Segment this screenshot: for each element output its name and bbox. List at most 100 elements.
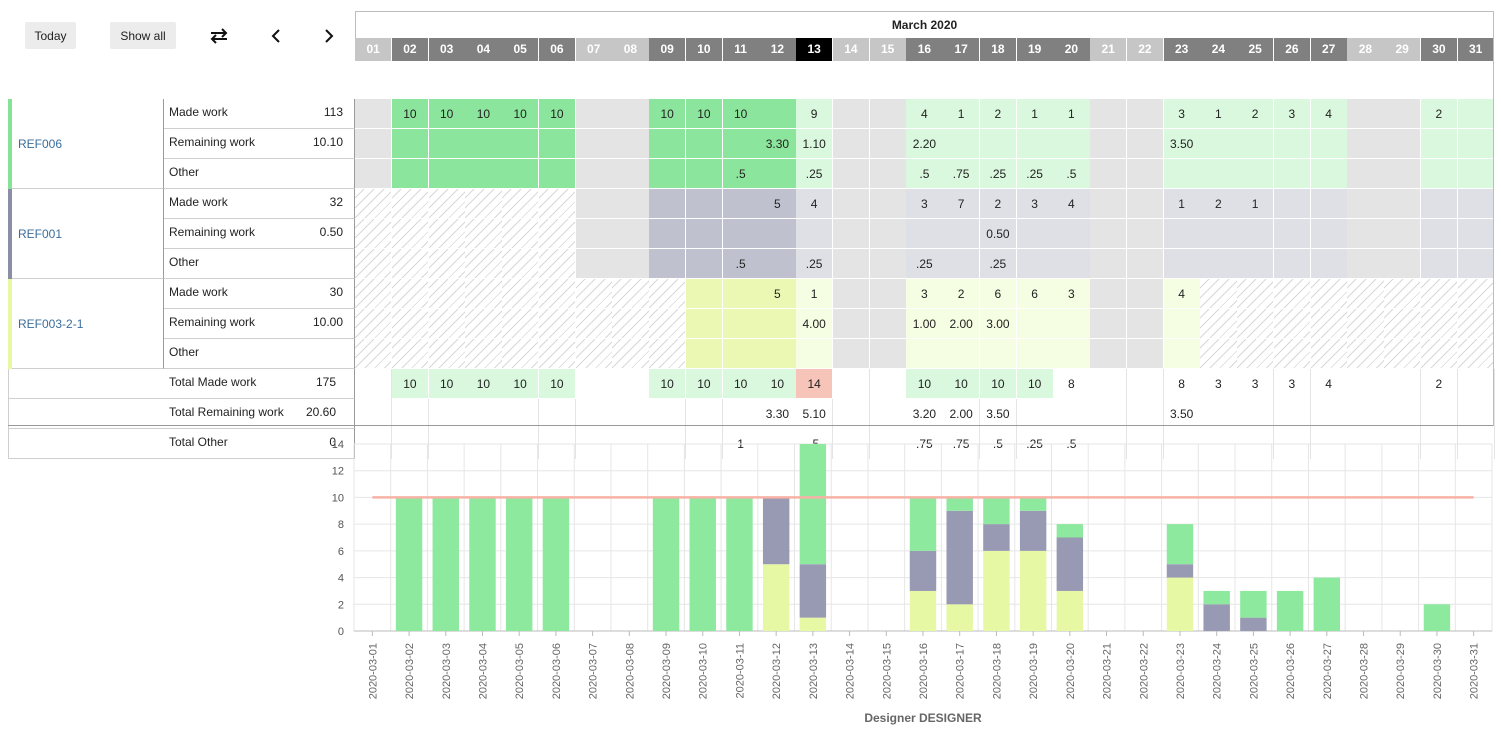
grid-cell[interactable]: .25: [979, 249, 1017, 279]
grid-cell[interactable]: [1384, 159, 1422, 189]
grid-cell[interactable]: 1.00: [906, 309, 944, 339]
grid-cell[interactable]: [1237, 249, 1275, 279]
grid-cell[interactable]: [759, 249, 797, 279]
grid-cell[interactable]: [355, 159, 393, 189]
grid-cell[interactable]: [355, 129, 393, 159]
grid-cell[interactable]: [465, 309, 503, 339]
day-header-02[interactable]: 02: [391, 38, 429, 61]
grid-cell[interactable]: [1273, 129, 1311, 159]
grid-cell[interactable]: [428, 339, 466, 369]
grid-cell[interactable]: [1457, 339, 1495, 369]
grid-cell[interactable]: [685, 309, 723, 339]
grid-cell[interactable]: [1053, 249, 1091, 279]
grid-cell[interactable]: [1384, 249, 1422, 279]
grid-cell[interactable]: [355, 99, 393, 129]
grid-cell[interactable]: 10: [428, 99, 466, 129]
day-header-05[interactable]: 05: [502, 38, 540, 61]
grid-cell[interactable]: 4: [906, 99, 944, 129]
grid-cell[interactable]: [575, 219, 613, 249]
grid-cell[interactable]: [1053, 129, 1091, 159]
grid-cell[interactable]: [502, 249, 540, 279]
grid-cell[interactable]: [1384, 219, 1422, 249]
grid-cell[interactable]: [1053, 339, 1091, 369]
grid-cell[interactable]: [465, 249, 503, 279]
grid-cell[interactable]: [1090, 279, 1128, 309]
grid-cell[interactable]: [1420, 219, 1458, 249]
grid-cell[interactable]: [1457, 189, 1495, 219]
grid-cell[interactable]: [1310, 159, 1348, 189]
grid-cell[interactable]: [869, 99, 907, 129]
grid-cell[interactable]: .25: [796, 159, 834, 189]
grid-cell[interactable]: [391, 309, 429, 339]
grid-cell[interactable]: [722, 279, 760, 309]
day-header-10[interactable]: 10: [685, 38, 723, 61]
grid-cell[interactable]: [1163, 339, 1201, 369]
grid-cell[interactable]: [685, 339, 723, 369]
grid-cell[interactable]: [502, 159, 540, 189]
grid-cell[interactable]: 5: [759, 279, 797, 309]
grid-cell[interactable]: 1.10: [796, 129, 834, 159]
grid-cell[interactable]: 7: [943, 189, 981, 219]
day-header-28[interactable]: 28: [1347, 38, 1385, 61]
day-header-26[interactable]: 26: [1273, 38, 1311, 61]
grid-cell[interactable]: [1384, 339, 1422, 369]
day-header-11[interactable]: 11: [722, 38, 760, 61]
grid-cell[interactable]: [869, 249, 907, 279]
grid-cell[interactable]: [1016, 339, 1054, 369]
grid-cell[interactable]: [1090, 189, 1128, 219]
grid-cell[interactable]: [722, 189, 760, 219]
grid-cell[interactable]: [649, 129, 687, 159]
grid-cell[interactable]: [1347, 309, 1385, 339]
grid-cell[interactable]: [391, 219, 429, 249]
grid-cell[interactable]: [1126, 189, 1164, 219]
grid-cell[interactable]: [1420, 309, 1458, 339]
grid-cell[interactable]: [1126, 309, 1164, 339]
grid-cell[interactable]: [1126, 249, 1164, 279]
grid-cell[interactable]: [685, 219, 723, 249]
grid-cell[interactable]: [869, 219, 907, 249]
grid-cell[interactable]: 2: [1237, 99, 1275, 129]
grid-cell[interactable]: 4: [796, 189, 834, 219]
grid-cell[interactable]: 4: [1310, 99, 1348, 129]
grid-cell[interactable]: [1053, 309, 1091, 339]
grid-cell[interactable]: [428, 219, 466, 249]
day-header-03[interactable]: 03: [428, 38, 466, 61]
grid-cell[interactable]: [649, 219, 687, 249]
grid-cell[interactable]: 3: [1016, 189, 1054, 219]
grid-cell[interactable]: [538, 189, 576, 219]
grid-cell[interactable]: [1200, 309, 1238, 339]
grid-cell[interactable]: 3.50: [1163, 129, 1201, 159]
grid-cell[interactable]: [1237, 219, 1275, 249]
grid-cell[interactable]: 2: [979, 99, 1017, 129]
grid-cell[interactable]: [1090, 249, 1128, 279]
grid-cell[interactable]: 3.30: [759, 129, 797, 159]
grid-cell[interactable]: .25: [1016, 159, 1054, 189]
grid-cell[interactable]: [1200, 129, 1238, 159]
grid-cell[interactable]: [943, 129, 981, 159]
grid-cell[interactable]: [832, 99, 870, 129]
grid-cell[interactable]: [502, 279, 540, 309]
grid-cell[interactable]: 6: [1016, 279, 1054, 309]
grid-cell[interactable]: 1: [1016, 99, 1054, 129]
grid-cell[interactable]: [465, 129, 503, 159]
grid-cell[interactable]: [465, 189, 503, 219]
grid-cell[interactable]: [943, 249, 981, 279]
grid-cell[interactable]: [502, 189, 540, 219]
group-name-link[interactable]: REF003-2-1: [12, 279, 164, 369]
grid-cell[interactable]: [538, 339, 576, 369]
grid-cell[interactable]: [428, 129, 466, 159]
grid-cell[interactable]: [649, 249, 687, 279]
grid-cell[interactable]: [1420, 249, 1458, 279]
grid-cell[interactable]: .5: [722, 159, 760, 189]
grid-cell[interactable]: 3.00: [979, 309, 1017, 339]
grid-cell[interactable]: 1: [796, 279, 834, 309]
grid-cell[interactable]: [575, 159, 613, 189]
grid-cell[interactable]: [943, 339, 981, 369]
day-header-18[interactable]: 18: [979, 38, 1017, 61]
grid-cell[interactable]: [1457, 219, 1495, 249]
day-header-23[interactable]: 23: [1163, 38, 1201, 61]
grid-cell[interactable]: 3: [906, 189, 944, 219]
grid-cell[interactable]: [832, 279, 870, 309]
grid-cell[interactable]: 2: [1420, 99, 1458, 129]
grid-cell[interactable]: [1310, 249, 1348, 279]
